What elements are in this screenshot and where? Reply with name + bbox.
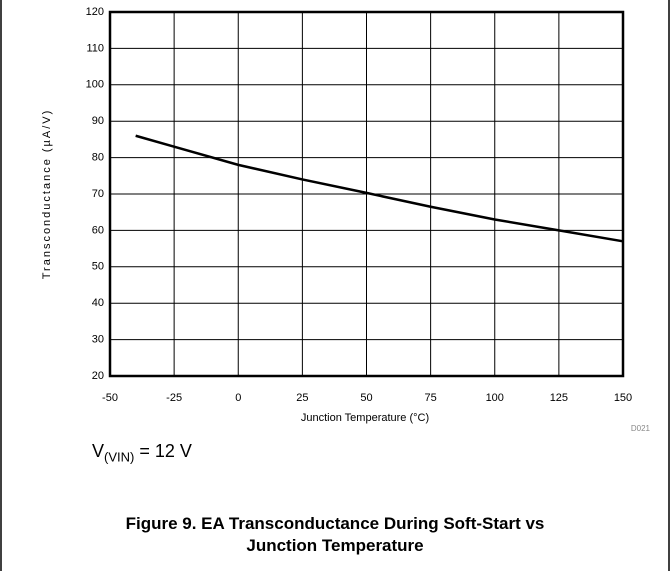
x-tick-label: 50 <box>360 392 372 404</box>
x-tick-label: -50 <box>102 392 118 404</box>
y-tick-label: 120 <box>86 6 104 18</box>
annotation-subscript: (VIN) <box>104 449 135 465</box>
plot-frame <box>108 10 625 378</box>
y-tick-label: 60 <box>92 224 104 236</box>
y-tick-label: 30 <box>92 334 104 346</box>
y-tick-label: 80 <box>92 152 104 164</box>
figure-code: D021 <box>631 424 651 433</box>
y-tick-label: 70 <box>92 188 104 200</box>
caption: Figure 9. EA Transconductance During Sof… <box>125 514 545 555</box>
x-tick-label: 100 <box>486 392 504 404</box>
annotation: V(VIN) = 12 V <box>92 441 192 465</box>
y-tick-label: 90 <box>92 115 104 127</box>
annotation-rest: = 12 V <box>139 441 192 461</box>
x-tick-label: 150 <box>614 392 632 404</box>
x-axis-label: Junction Temperature (°C) <box>301 412 429 424</box>
y-tick-label: 20 <box>92 370 104 382</box>
y-tick-label: 40 <box>92 297 104 309</box>
x-tick-label: 75 <box>425 392 437 404</box>
x-tick-label: -25 <box>166 392 182 404</box>
annotation-main: V <box>92 441 105 461</box>
x-tick-label: 0 <box>235 392 241 404</box>
y-tick-label: 50 <box>92 261 104 273</box>
y-tick-label: 100 <box>86 79 104 91</box>
x-tick-label: 25 <box>296 392 308 404</box>
x-tick-label: 125 <box>550 392 568 404</box>
data-line <box>135 134 624 243</box>
y-axis-label: Transconductance (µA/V) <box>41 109 53 280</box>
y-tick-label: 110 <box>86 42 104 54</box>
